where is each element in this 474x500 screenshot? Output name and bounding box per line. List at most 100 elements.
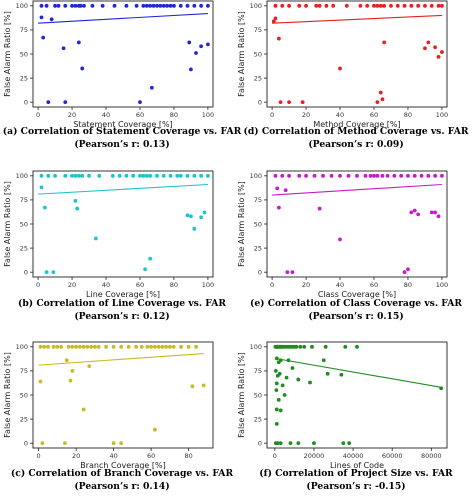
y-tick-label: 0 [24, 439, 28, 447]
data-point [274, 407, 279, 412]
data-point [288, 441, 293, 446]
data-point [160, 344, 165, 349]
data-point [423, 46, 427, 51]
data-point [380, 97, 385, 102]
data-point [145, 344, 150, 349]
plot-frame [32, 0, 214, 108]
data-point [290, 270, 295, 275]
data-point [440, 3, 444, 8]
data-point [189, 214, 193, 219]
data-point [273, 369, 278, 373]
data-point [382, 3, 387, 8]
data-point [409, 3, 414, 8]
x-tick-label: 80 [170, 281, 178, 289]
data-point [436, 3, 441, 8]
x-tick-label: 60 [147, 452, 155, 460]
data-point [294, 344, 299, 349]
x-tick-label: 60 [136, 281, 144, 289]
data-point [278, 408, 283, 413]
data-point [300, 100, 305, 105]
data-point [206, 42, 210, 47]
trend-line [274, 357, 442, 388]
panel-c: 0 25 50 75 100 0 20 40 60 80 Branch Coverage [%] Fa… [3, 341, 233, 492]
data-point [280, 3, 285, 8]
data-point [70, 3, 74, 8]
x-axis-label: Line Coverage [%] [86, 290, 160, 299]
data-point [201, 383, 206, 388]
y-tick-label: 100 [16, 172, 28, 180]
data-point [44, 270, 49, 275]
data-point [100, 3, 105, 8]
data-point [199, 173, 204, 178]
data-point [75, 206, 80, 211]
data-point [395, 3, 400, 8]
panel-caption: (b) Correlation of Line Coverage vs. FAR [18, 298, 226, 309]
y-tick-label: 25 [254, 415, 262, 423]
data-point [85, 344, 90, 349]
y-tick-label: 50 [254, 50, 262, 58]
data-point [138, 100, 142, 105]
data-point [152, 344, 157, 349]
data-point [111, 441, 116, 446]
data-point [416, 212, 421, 217]
data-point [433, 173, 438, 178]
trend-line [38, 183, 208, 195]
data-point [274, 381, 279, 386]
data-point [82, 3, 86, 8]
data-point [74, 344, 79, 349]
trend-line [272, 14, 442, 24]
data-point [53, 173, 57, 178]
panel-caption: (e) Correlation of Class Coverage vs. FA… [250, 298, 462, 309]
data-point [110, 173, 115, 178]
y-axis-label: False Alarm Ratio [%] [237, 181, 246, 267]
data-point [206, 3, 210, 8]
panel-caption-pearson: (Pearson’s r: 0.09) [308, 139, 403, 150]
data-point [51, 344, 56, 349]
data-point [46, 344, 50, 349]
x-tick-label: 60 [370, 111, 378, 119]
data-point [70, 369, 75, 373]
x-tick-label: 20 [302, 281, 310, 289]
data-point [283, 188, 288, 193]
x-tick-label: 40 [336, 111, 344, 119]
y-tick-label: 75 [20, 196, 28, 204]
data-point [149, 344, 154, 349]
data-point [161, 3, 166, 8]
data-point [81, 407, 86, 412]
data-point [297, 173, 302, 178]
y-axis-label: False Alarm Ratio [%] [237, 352, 246, 438]
data-point [51, 270, 56, 275]
data-point [296, 441, 301, 446]
x-axis-label: Class Coverage [%] [318, 290, 396, 299]
data-point [433, 210, 438, 215]
data-point [406, 173, 410, 178]
data-point [96, 344, 101, 349]
y-tick-label: 75 [254, 26, 262, 34]
data-point [111, 344, 116, 349]
panel-caption-pearson: (Pearson’s r: 0.13) [74, 139, 169, 150]
data-point [338, 66, 342, 71]
data-point [186, 344, 191, 349]
data-point [178, 3, 183, 8]
data-point [42, 344, 47, 349]
data-point [287, 3, 291, 8]
data-point [46, 100, 51, 105]
data-point [63, 173, 68, 178]
data-point [148, 173, 153, 178]
y-axis-label: False Alarm Ratio [%] [237, 11, 246, 97]
data-point [375, 3, 380, 8]
data-point [402, 270, 407, 275]
data-point [164, 344, 169, 349]
data-point [423, 3, 427, 8]
data-point [171, 344, 176, 349]
data-point [189, 67, 193, 72]
data-point [194, 344, 199, 349]
data-point [124, 173, 129, 178]
data-point [161, 173, 166, 178]
data-point [372, 173, 376, 178]
x-tick-label: 60 [370, 281, 378, 289]
data-point [144, 3, 149, 8]
data-point [199, 215, 204, 220]
data-point [368, 173, 373, 178]
